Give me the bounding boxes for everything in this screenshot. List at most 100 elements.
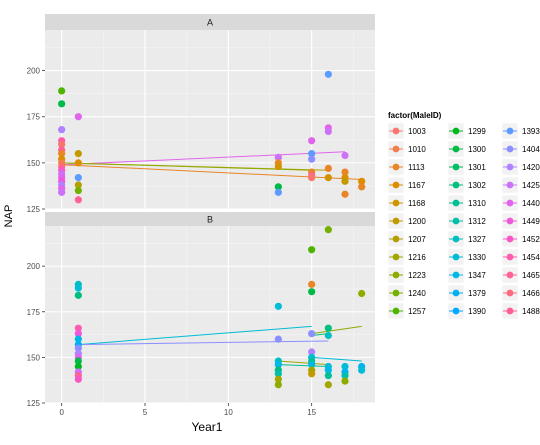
fit-line [311, 356, 362, 362]
legend-item: 1390 [447, 302, 486, 320]
data-point [58, 100, 66, 108]
data-point [274, 370, 282, 378]
legend-item: 1113 [387, 158, 425, 176]
legend-key-point [506, 199, 514, 207]
legend-key-point [392, 163, 400, 171]
data-point [308, 288, 316, 296]
legend-item: 1452 [501, 230, 540, 248]
legend-label: 1425 [522, 181, 540, 190]
data-point [324, 127, 332, 136]
legend-label: 1452 [522, 235, 540, 244]
legend-label: 1379 [468, 289, 486, 298]
data-point [308, 348, 316, 356]
legend-key-point [392, 145, 400, 153]
data-point [308, 174, 316, 182]
legend-key-point [392, 199, 400, 207]
data-point [308, 155, 316, 163]
data-point [274, 188, 282, 196]
legend-label: 1207 [408, 235, 426, 244]
x-tick-label: 15 [307, 408, 316, 417]
legend-item: 1216 [387, 248, 426, 266]
legend-item: 1466 [501, 284, 540, 302]
legend-label: 1240 [408, 289, 426, 298]
x-axis-title: Year1 [192, 420, 223, 434]
legend: factor(MaleID) 1003 1010 1113 1167 1168 1200 12… [387, 111, 540, 320]
legend-item: 1393 [501, 122, 540, 140]
data-point [324, 324, 332, 332]
legend-item: 1300 [447, 140, 486, 158]
legend-label: 1302 [468, 181, 486, 190]
data-point [58, 188, 66, 196]
data-point [324, 70, 332, 78]
legend-label: 1449 [522, 217, 540, 226]
legend-item: 1168 [387, 194, 426, 212]
legend-key-point [506, 163, 514, 171]
data-point [358, 289, 366, 298]
data-point [324, 174, 332, 182]
data-point [74, 113, 82, 121]
legend-label: 1393 [522, 127, 540, 136]
data-point [358, 183, 366, 191]
legend-label: 1299 [468, 127, 486, 136]
legend-key-point [506, 271, 514, 279]
legend-item: 1454 [501, 248, 540, 266]
legend-label: 1440 [522, 199, 540, 208]
legend-item: 1299 [447, 122, 486, 140]
data-point [324, 164, 332, 173]
data-point [74, 362, 82, 371]
data-point [274, 335, 282, 343]
legend-label: 1454 [522, 253, 540, 262]
data-point [274, 375, 282, 383]
legend-title: factor(MaleID) [388, 111, 442, 120]
legend-item: 1223 [387, 266, 426, 284]
legend-key-point [506, 181, 514, 189]
legend-label: 1300 [468, 145, 486, 154]
legend-item: 1200 [387, 212, 426, 230]
legend-key-point [452, 289, 460, 297]
data-point [324, 331, 332, 340]
legend-label: 1390 [468, 307, 486, 316]
facet-strip [45, 14, 375, 30]
legend-label: 1404 [522, 145, 540, 154]
data-point [341, 177, 349, 185]
data-point [274, 361, 282, 369]
panel-background [45, 30, 375, 209]
legend-item: 1302 [447, 176, 486, 194]
data-point [74, 291, 82, 299]
data-point [308, 150, 316, 158]
legend-label: 1167 [408, 181, 426, 190]
data-point [274, 162, 282, 171]
facet-strip [45, 212, 375, 226]
data-point [74, 186, 82, 195]
fit-line [311, 325, 362, 335]
legend-label: 1301 [468, 163, 486, 172]
data-point [74, 324, 82, 332]
legend-key-point [392, 235, 400, 243]
data-point [341, 168, 349, 176]
data-point [58, 126, 66, 134]
data-point [308, 246, 316, 254]
legend-key-point [506, 307, 514, 315]
legend-key-point [392, 127, 400, 135]
data-point [308, 361, 316, 369]
data-point [74, 174, 82, 182]
data-point [58, 150, 66, 158]
legend-item: 1347 [447, 266, 486, 284]
legend-key-point [452, 307, 460, 315]
fit-line [78, 325, 312, 346]
data-point [74, 357, 82, 365]
data-point [341, 372, 349, 380]
data-point [58, 87, 66, 95]
legend-key-point [506, 127, 514, 135]
y-tick-label: 125 [27, 205, 41, 214]
legend-item: 1003 [387, 122, 426, 140]
data-point [341, 362, 349, 371]
legend-item: 1404 [501, 140, 540, 158]
legend-key-point [452, 217, 460, 225]
legend-item: 1379 [447, 284, 486, 302]
legend-item: 1488 [501, 302, 540, 320]
y-tick-label: 150 [27, 353, 41, 362]
data-point [308, 370, 316, 378]
legend-item: 1327 [447, 230, 486, 248]
